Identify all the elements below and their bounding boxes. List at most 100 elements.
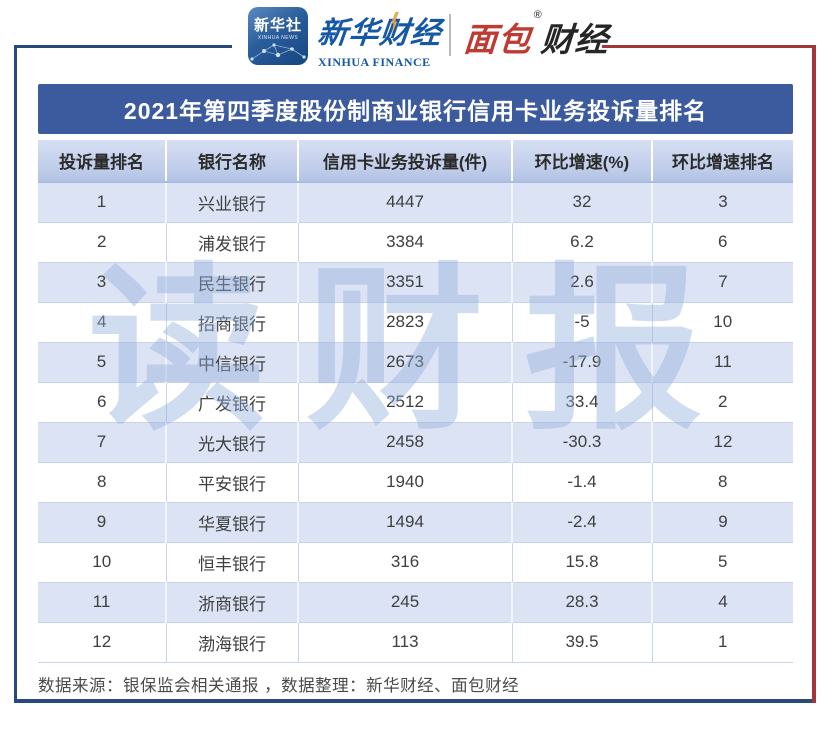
table-row: 6 广发银行 2512 33.4 2 [38,382,793,423]
table-cell: 6.2 [512,222,653,263]
mianbao-cn-dark: 财经 [539,21,611,58]
page-title: 2021年第四季度股份制商业银行信用卡业务投诉量排名 [123,98,708,124]
table-cell: -2.4 [512,502,653,543]
table-cell: 1494 [298,502,513,543]
table-cell: 9 [652,502,793,543]
table-row: 8 平安银行 1940 -1.4 8 [38,462,793,503]
table-cell: 兴业银行 [166,182,299,223]
table-row: 4 招商银行 2823 -5 10 [38,302,793,343]
table-cell: 316 [298,542,513,583]
table-cell: 4447 [298,182,513,223]
table-cell: 7 [652,262,793,303]
logo-strip: 新华社 XINHUA NEWS 新华财经 XINHUA FINANCE [0,0,829,75]
mianbao-caijing-logo: 面包®财经 [462,9,611,61]
registered-mark-icon: ® [533,9,544,21]
frame-top-right-line [602,45,816,48]
table-cell: 2 [38,222,167,263]
table-cell: 2673 [298,342,513,383]
table-wrapper: 投诉量排名 银行名称 信用卡业务投诉量(件) 环比增速(%) 环比增速排名 1 兴业银行 4… [38,140,793,663]
table-cell: 10 [652,302,793,343]
table-cell: 华夏银行 [166,502,299,543]
table-cell: 3 [38,262,167,303]
table-cell: 4 [652,582,793,623]
table-cell: 5 [38,342,167,383]
column-header-0: 投诉量排名 [38,140,167,183]
table-cell: 6 [652,222,793,263]
table-cell: 10 [38,542,167,583]
table-cell: 1 [652,622,793,663]
frame-bottom-line [14,699,812,703]
table-cell: 245 [298,582,513,623]
table-row: 5 中信银行 2673 -17.9 11 [38,342,793,383]
table-cell: 28.3 [512,582,653,623]
table-cell: 渤海银行 [166,622,299,663]
table-header-row: 投诉量排名 银行名称 信用卡业务投诉量(件) 环比增速(%) 环比增速排名 [38,140,793,183]
table-cell: -5 [512,302,653,343]
gold-bolt-icon [390,12,399,34]
table-cell: 113 [298,622,513,663]
table-cell: 光大银行 [166,422,299,463]
frame-right-line [812,45,816,703]
table-cell: 招商银行 [166,302,299,343]
table-cell: 平安银行 [166,462,299,503]
table-row: 12 渤海银行 113 39.5 1 [38,622,793,663]
table-cell: 11 [652,342,793,383]
table-body: 1 兴业银行 4447 32 3 2 浦发银行 3384 6.2 6 3 民生银行 3351 2.6 7 4 招… [38,182,793,663]
table-row: 10 恒丰银行 316 15.8 5 [38,542,793,583]
table-cell: 民生银行 [166,262,299,303]
table-cell: 7 [38,422,167,463]
table-cell: 2823 [298,302,513,343]
table-cell: -30.3 [512,422,653,463]
table-cell: 1 [38,182,167,223]
table-cell: 8 [38,462,167,503]
table-cell: 12 [652,422,793,463]
table-cell: 8 [652,462,793,503]
xinhua-news-en: XINHUA NEWS [257,35,299,41]
table-row: 9 华夏银行 1494 -2.4 9 [38,502,793,543]
table-cell: 4 [38,302,167,343]
column-header-2: 信用卡业务投诉量(件) [298,140,513,183]
table-cell: 5 [652,542,793,583]
table-cell: -1.4 [512,462,653,503]
table-row: 2 浦发银行 3384 6.2 6 [38,222,793,263]
frame-top-left-line [14,45,232,48]
table-cell: 9 [38,502,167,543]
table-cell: 12 [38,622,167,663]
table-cell: 1940 [298,462,513,503]
table-cell: -17.9 [512,342,653,383]
table-cell: 2512 [298,382,513,423]
network-constellation-icon [250,43,306,61]
frame-left-line [14,45,17,703]
complaints-table: 投诉量排名 银行名称 信用卡业务投诉量(件) 环比增速(%) 环比增速排名 1 兴业银行 4… [38,140,793,663]
table-cell: 2458 [298,422,513,463]
xinhua-news-logo-icon: 新华社 XINHUA NEWS [248,7,308,65]
table-cell: 15.8 [512,542,653,583]
xinhua-finance-cn: 新华财经 [315,17,444,50]
table-cell: 中信银行 [166,342,299,383]
table-cell: 6 [38,382,167,423]
table-cell: 32 [512,182,653,223]
table-row: 1 兴业银行 4447 32 3 [38,182,793,223]
table-cell: 3384 [298,222,513,263]
xinhua-news-cn: 新华社 [253,17,302,34]
table-cell: 浙商银行 [166,582,299,623]
table-cell: 广发银行 [166,382,299,423]
table-row: 11 浙商银行 245 28.3 4 [38,582,793,623]
title-bar: 2021年第四季度股份制商业银行信用卡业务投诉量排名 [38,84,793,134]
table-row: 3 民生银行 3351 2.6 7 [38,262,793,303]
table-cell: 恒丰银行 [166,542,299,583]
table-cell: 3 [652,182,793,223]
logo-divider [449,14,451,56]
table-cell: 33.4 [512,382,653,423]
xinhua-finance-logo: 新华财经 XINHUA FINANCE [315,8,444,70]
mianbao-cn-red: 面包 [462,21,534,58]
table-cell: 浦发银行 [166,222,299,263]
table-cell: 11 [38,582,167,623]
xinhua-finance-en: XINHUA FINANCE [318,55,431,69]
table-row: 7 光大银行 2458 -30.3 12 [38,422,793,463]
column-header-4: 环比增速排名 [652,140,793,183]
table-cell: 3351 [298,262,513,303]
table-cell: 2.6 [512,262,653,303]
table-header: 投诉量排名 银行名称 信用卡业务投诉量(件) 环比增速(%) 环比增速排名 [38,140,793,183]
